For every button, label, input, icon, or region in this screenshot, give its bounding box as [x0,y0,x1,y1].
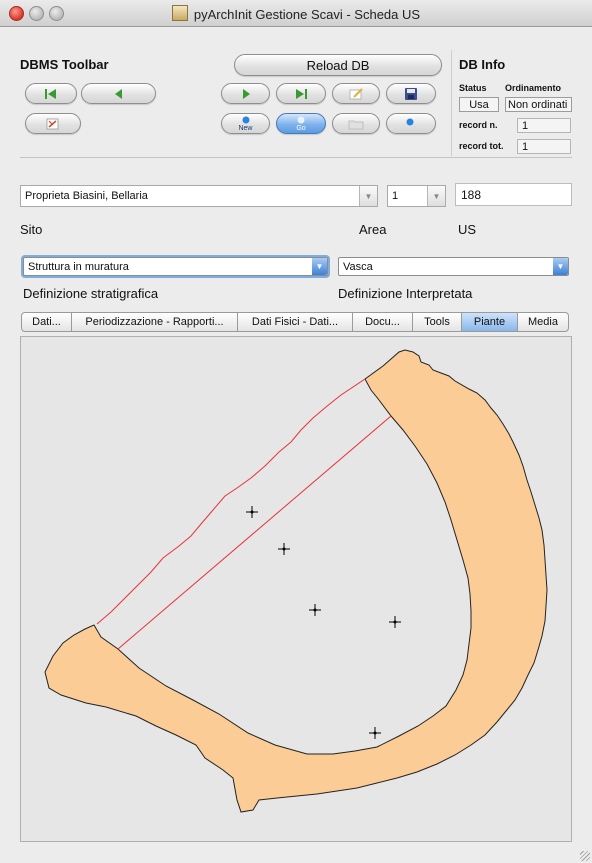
new-record-button[interactable]: New [221,113,270,134]
minimize-window-button[interactable] [29,6,44,21]
dbinfo-divider [451,50,452,156]
definizione-stratigrafica-select[interactable]: Struttura in muratura ▼ [23,257,328,276]
db-info-title: DB Info [459,57,506,72]
def-interp-value: Vasca [343,260,373,273]
crosshair-marker-2[interactable] [278,543,290,555]
folder-icon [348,120,364,129]
area-combobox[interactable]: 1 ▼ [387,185,446,207]
close-window-button[interactable] [9,6,24,21]
first-record-icon [45,88,56,99]
sito-value: Proprieta Biasini, Bellaria [25,190,148,202]
last-record-icon [296,88,307,99]
us-label: US [458,222,477,237]
section-boundary-line [96,378,366,625]
tab-periodizzazione[interactable]: Periodizzazione - Rapporti... [72,312,238,332]
definizione-interpretata-select[interactable]: Vasca ▼ [338,257,569,276]
def-interp-label: Definizione Interpretata [338,286,473,301]
delete-record-icon [46,118,59,129]
tab-bar: Dati... Periodizzazione - Rapporti... Da… [21,312,569,332]
window-title: pyArchInit Gestione Scavi - Scheda US [193,7,421,22]
delete-record-button[interactable] [25,113,81,134]
crosshair-marker-1[interactable] [246,506,258,518]
save-button[interactable] [386,83,436,104]
sito-label: Sito [20,222,43,237]
tab-dati-fisici[interactable]: Dati Fisici - Dati... [238,312,353,332]
search-icon [406,118,417,129]
def-strat-label: Definizione stratigrafica [23,286,159,301]
def-interp-dropdown-arrow-icon[interactable]: ▼ [553,258,568,275]
area-label: Area [359,222,387,237]
header-separator [20,157,572,158]
new-button-label: New [238,125,253,132]
window-title-wrap: pyArchInit Gestione Scavi - Scheda US [0,5,592,22]
map-canvas[interactable] [20,336,572,842]
new-dot-icon [242,116,249,124]
section-line [117,415,392,650]
title-bar: pyArchInit Gestione Scavi - Scheda US [0,0,592,27]
next-record-icon [242,88,250,99]
area-value: 1 [392,190,399,202]
tab-piante[interactable]: Piante [462,312,518,332]
go-search-button[interactable]: Go [276,113,326,134]
us-field[interactable]: 188 [455,183,572,206]
last-record-button[interactable] [276,83,326,104]
record-tot-label: record tot. [459,141,504,151]
save-icon [405,87,417,100]
dbms-toolbar-label: DBMS Toolbar [20,57,109,72]
tab-dati[interactable]: Dati... [21,312,72,332]
def-strat-dropdown-arrow-icon[interactable]: ▼ [312,258,327,275]
crosshair-marker-4[interactable] [389,616,401,628]
tab-media[interactable]: Media [518,312,569,332]
tab-documentazione[interactable]: Docu... [353,312,413,332]
go-button-label: Go [296,125,306,132]
crosshair-marker-5[interactable] [369,727,381,739]
resize-grip[interactable] [580,851,590,861]
edit-record-button[interactable] [332,83,380,104]
reload-db-button[interactable]: Reload DB [234,54,442,76]
status-value: Usa [459,97,499,112]
pencil-icon [349,87,363,99]
masonry-feature-polygon[interactable] [44,349,548,813]
sito-dropdown-arrow-icon[interactable]: ▼ [359,186,377,206]
plan-drawing[interactable] [21,337,571,841]
open-folder-button[interactable] [332,113,380,134]
go-dot-icon [297,116,305,124]
sito-combobox[interactable]: Proprieta Biasini, Bellaria ▼ [20,185,378,207]
area-dropdown-arrow-icon[interactable]: ▼ [427,186,445,206]
tab-tools[interactable]: Tools [413,312,462,332]
zoom-window-button[interactable] [49,6,64,21]
status-label: Status [459,83,487,93]
crosshair-marker-3[interactable] [309,604,321,616]
previous-record-button[interactable] [81,83,156,104]
first-record-button[interactable] [25,83,77,104]
search-button[interactable] [386,113,436,134]
next-record-button[interactable] [221,83,270,104]
app-icon [171,5,188,21]
order-label: Ordinamento [505,83,562,93]
previous-record-icon [114,88,122,99]
order-value: Non ordinati [505,97,572,112]
record-n-field: 1 [517,118,571,133]
def-strat-value: Struttura in muratura [28,260,129,273]
record-tot-field: 1 [517,139,571,154]
record-n-label: record n. [459,120,498,130]
